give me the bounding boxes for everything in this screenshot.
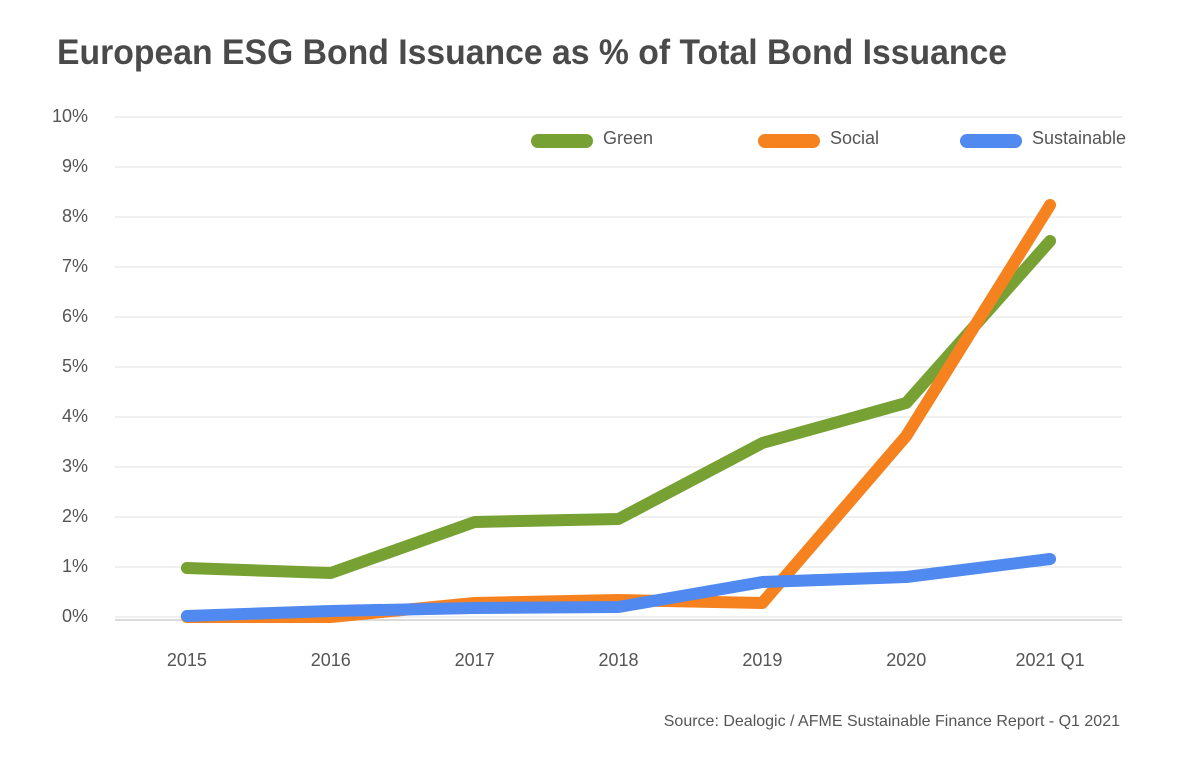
legend-label: Social xyxy=(830,128,879,148)
y-tick-label: 10% xyxy=(52,106,88,126)
legend-label: Green xyxy=(603,128,653,148)
y-tick-label: 4% xyxy=(62,406,88,426)
x-tick-label: 2018 xyxy=(598,650,638,670)
y-tick-label: 5% xyxy=(62,356,88,376)
x-tick-label: 2015 xyxy=(167,650,207,670)
series-line xyxy=(180,235,1057,579)
x-tick-label: 2017 xyxy=(455,650,495,670)
y-tick-label: 0% xyxy=(62,606,88,626)
y-tick-label: 3% xyxy=(62,456,88,476)
y-tick-label: 7% xyxy=(62,256,88,276)
x-tick-label: 2019 xyxy=(742,650,782,670)
y-tick-label: 8% xyxy=(62,206,88,226)
x-tick-label: 2021 Q1 xyxy=(1016,650,1085,670)
y-tick-label: 6% xyxy=(62,306,88,326)
y-tick-label: 2% xyxy=(62,506,88,526)
y-tick-label: 9% xyxy=(62,156,88,176)
source-note: Source: Dealogic / AFME Sustainable Fina… xyxy=(664,713,1120,730)
y-tick-label: 1% xyxy=(62,556,88,576)
chart-title: European ESG Bond Issuance as % of Total… xyxy=(57,33,1007,72)
x-tick-label: 2020 xyxy=(886,650,926,670)
series-line xyxy=(180,553,1057,622)
legend-label: Sustainable xyxy=(1032,128,1126,148)
x-tick-label: 2016 xyxy=(311,650,351,670)
